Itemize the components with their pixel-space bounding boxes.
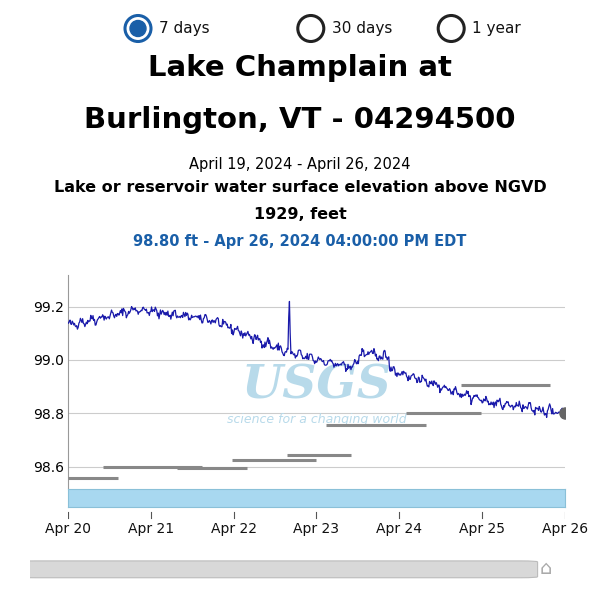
Text: Apr 22: Apr 22: [211, 522, 257, 536]
Text: Burlington, VT - 04294500: Burlington, VT - 04294500: [84, 106, 516, 134]
Text: Apr 26: Apr 26: [542, 522, 588, 536]
Text: Apr 21: Apr 21: [128, 522, 174, 536]
Text: 1 year: 1 year: [472, 21, 521, 36]
Ellipse shape: [130, 20, 146, 37]
Text: 7 days: 7 days: [159, 21, 210, 36]
Text: Apr 25: Apr 25: [460, 522, 505, 536]
Text: science for a changing world: science for a changing world: [227, 413, 406, 426]
Text: Apr 20: Apr 20: [45, 522, 91, 536]
Text: 98.80 ft - Apr 26, 2024 04:00:00 PM EDT: 98.80 ft - Apr 26, 2024 04:00:00 PM EDT: [133, 234, 467, 249]
Text: 30 days: 30 days: [332, 21, 392, 36]
Text: Lake or reservoir water surface elevation above NGVD: Lake or reservoir water surface elevatio…: [53, 181, 547, 196]
Text: Apr 24: Apr 24: [376, 522, 422, 536]
FancyBboxPatch shape: [19, 561, 538, 578]
Text: Lake Champlain at: Lake Champlain at: [148, 54, 452, 82]
Text: USGS: USGS: [242, 362, 391, 409]
Text: Apr 23: Apr 23: [293, 522, 340, 536]
Text: 1929, feet: 1929, feet: [254, 208, 346, 223]
Text: ⌂: ⌂: [539, 559, 552, 578]
Text: April 19, 2024 - April 26, 2024: April 19, 2024 - April 26, 2024: [189, 157, 411, 172]
